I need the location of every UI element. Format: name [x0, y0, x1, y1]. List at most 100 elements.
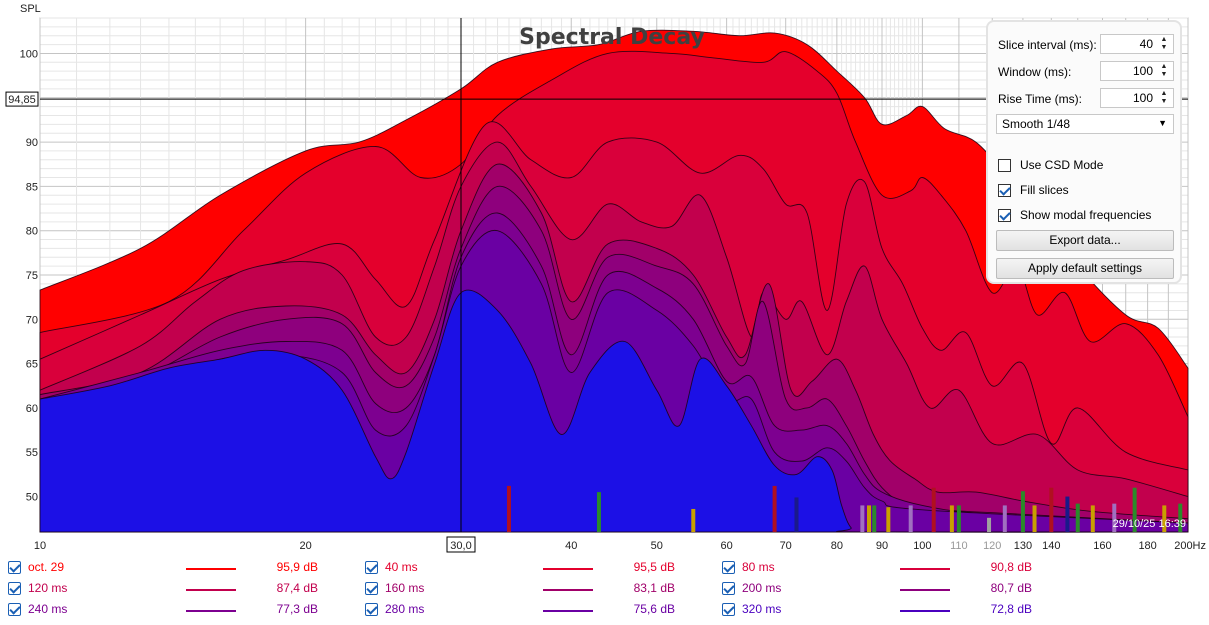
modal-frequency-marker [691, 508, 696, 532]
fill-slices-label[interactable]: Fill slices [1020, 183, 1069, 197]
modal-frequency-marker [1132, 487, 1137, 532]
modal-frequency-marker [1002, 505, 1007, 532]
x-tick-label: 80 [831, 540, 843, 552]
modal-frequency-marker [860, 505, 865, 532]
spinner-arrows-icon[interactable]: ▲ ▼ [1160, 90, 1168, 105]
legend-line-swatch [900, 610, 950, 612]
legend-item[interactable]: 280 ms 75,6 dB [365, 601, 705, 619]
legend-item[interactable]: 80 ms 90,8 dB [722, 559, 1062, 577]
rise-time-spinner[interactable]: 100 ▲ ▼ [1100, 88, 1174, 108]
modal-frequency-marker [886, 507, 891, 532]
legend-item[interactable]: 40 ms 95,5 dB [365, 559, 705, 577]
modal-frequency-marker [1020, 491, 1025, 532]
y-tick-label: 100 [20, 48, 38, 60]
timestamp: 29/10/25 16:39 [1113, 518, 1186, 530]
x-tick-label: 120 [983, 540, 1001, 552]
legend-series-value: 95,9 dB [276, 560, 318, 574]
y-tick-label: 65 [26, 359, 38, 371]
y-tick-label: 50 [26, 492, 38, 504]
show-modal-label[interactable]: Show modal frequencies [1020, 208, 1152, 222]
modal-frequency-marker [794, 497, 799, 532]
x-tick-label: 20 [299, 540, 311, 552]
slice-interval-label: Slice interval (ms): [998, 38, 1097, 52]
modal-frequency-marker [908, 505, 913, 532]
legend-checkbox[interactable] [8, 582, 21, 595]
modal-frequency-marker [596, 492, 601, 532]
legend-checkbox[interactable] [722, 561, 735, 574]
controls-panel: Slice interval (ms): 40 ▲ ▼ Window (ms): … [986, 20, 1182, 284]
legend-checkbox[interactable] [365, 603, 378, 616]
decay-slice-320-ms [39, 289, 1189, 533]
smoothing-select[interactable]: Smooth 1/48 ▼ [996, 114, 1174, 134]
modal-frequency-marker [1049, 487, 1054, 532]
slice-interval-value[interactable]: 40 [1139, 37, 1153, 51]
export-data-button[interactable]: Export data... [996, 230, 1174, 251]
apply-default-settings-button[interactable]: Apply default settings [996, 258, 1174, 279]
legend-checkbox[interactable] [365, 561, 378, 574]
x-tick-label: 50 [651, 540, 663, 552]
legend-series-value: 90,8 dB [990, 560, 1032, 574]
modal-frequency-marker [772, 485, 777, 532]
legend-series-name: 240 ms [28, 602, 68, 616]
checkbox-box[interactable] [998, 184, 1011, 197]
legend-series-value: 80,7 dB [990, 581, 1032, 595]
spectral-decay-chart[interactable]: 5055606570758085909510010204050607080901… [0, 0, 1209, 555]
legend-item[interactable]: 320 ms 72,8 dB [722, 601, 1062, 619]
modal-frequency-marker [956, 505, 961, 532]
x-tick-label: 70 [780, 540, 792, 552]
legend-item[interactable]: oct. 29 95,9 dB [8, 559, 348, 577]
legend-checkbox[interactable] [722, 582, 735, 595]
legend-line-swatch [186, 589, 236, 591]
modal-markers [506, 485, 1183, 532]
x-tick-label: 180 [1138, 540, 1156, 552]
modal-frequency-marker [949, 505, 954, 532]
y-tick-label: 90 [26, 137, 38, 149]
legend-item[interactable]: 200 ms 80,7 dB [722, 580, 1062, 598]
modal-frequency-marker [1032, 505, 1037, 532]
legend-checkbox[interactable] [8, 603, 21, 616]
legend: oct. 29 95,9 dB 40 ms 95,5 dB 80 ms 90,8 dB 12… [0, 556, 1209, 625]
legend-line-swatch [543, 589, 593, 591]
window-value[interactable]: 100 [1132, 64, 1153, 78]
legend-checkbox[interactable] [8, 561, 21, 574]
checkbox-box[interactable] [998, 159, 1011, 172]
cursor-y-readout: 94,85 [8, 94, 36, 106]
cursor-x-readout-box [446, 536, 476, 553]
legend-series-name: 80 ms [742, 560, 775, 574]
legend-series-name: 320 ms [742, 602, 782, 616]
legend-checkbox[interactable] [365, 582, 378, 595]
legend-series-name: 120 ms [28, 581, 68, 595]
window-spinner[interactable]: 100 ▲ ▼ [1100, 61, 1174, 81]
modal-frequency-marker [1112, 503, 1117, 532]
modal-frequency-marker [1090, 505, 1095, 532]
checkbox-box[interactable] [998, 209, 1011, 222]
legend-line-swatch [543, 610, 593, 612]
cursor-x-readout: 30,0 [450, 540, 471, 552]
slice-interval-spinner[interactable]: 40 ▲ ▼ [1100, 34, 1174, 54]
spinner-arrows-icon[interactable]: ▲ ▼ [1160, 63, 1168, 78]
legend-series-name: 280 ms [385, 602, 425, 616]
legend-line-swatch [186, 610, 236, 612]
modal-frequency-marker [872, 505, 877, 532]
rise-time-value[interactable]: 100 [1132, 91, 1153, 105]
legend-series-value: 87,4 dB [276, 581, 318, 595]
legend-series-value: 83,1 dB [633, 581, 675, 595]
modal-frequency-marker [1065, 496, 1070, 532]
smoothing-value[interactable]: Smooth 1/48 [1002, 117, 1071, 131]
legend-item[interactable]: 120 ms 87,4 dB [8, 580, 348, 598]
modal-frequency-marker [1162, 505, 1167, 532]
modal-frequency-marker [1178, 503, 1183, 532]
y-tick-label: 55 [26, 447, 38, 459]
legend-line-swatch [900, 568, 950, 570]
y-tick-label: 70 [26, 314, 38, 326]
use-csd-mode-label[interactable]: Use CSD Mode [1020, 158, 1104, 172]
x-tick-label: 10 [34, 540, 46, 552]
chart-title: Spectral Decay [519, 25, 705, 50]
legend-item[interactable]: 240 ms 77,3 dB [8, 601, 348, 619]
legend-checkbox[interactable] [722, 603, 735, 616]
decay-slices [39, 29, 1189, 533]
x-tick-label: 90 [876, 540, 888, 552]
legend-item[interactable]: 160 ms 83,1 dB [365, 580, 705, 598]
spinner-arrows-icon[interactable]: ▲ ▼ [1160, 36, 1168, 51]
chevron-down-icon[interactable]: ▼ [1158, 118, 1167, 128]
